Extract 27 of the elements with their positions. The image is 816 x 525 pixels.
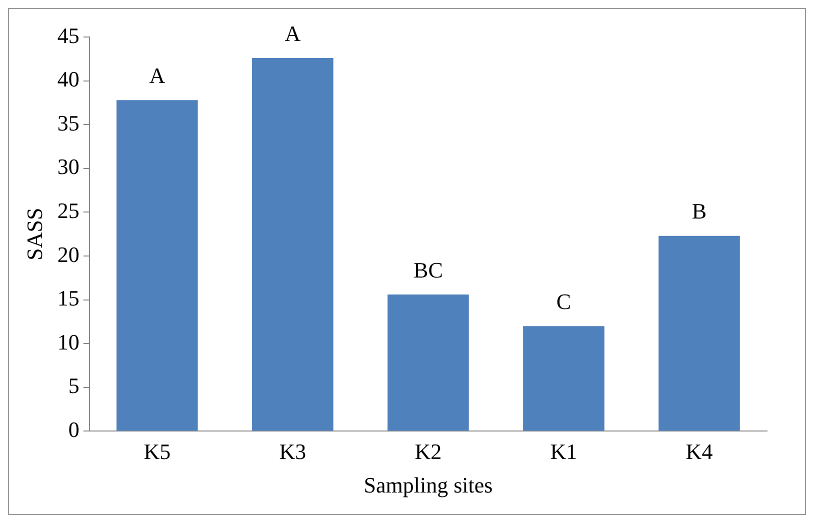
bar — [116, 100, 198, 431]
bar — [388, 294, 469, 431]
y-tick-label: 0 — [68, 416, 80, 442]
annotation: B — [692, 198, 707, 224]
annotation: C — [556, 288, 572, 314]
y-axis-title: SASS — [22, 208, 47, 260]
y-tick-label: 10 — [57, 329, 80, 354]
x-axis-title: Sampling sites — [364, 472, 493, 498]
y-tick-label: 15 — [57, 286, 80, 311]
annotation: A — [284, 20, 301, 46]
bar — [252, 58, 334, 431]
y-tick-label: 30 — [57, 154, 80, 180]
x-tick-label: K1 — [550, 439, 578, 464]
y-tick-label: 35 — [57, 110, 80, 136]
annotation: BC — [414, 257, 443, 282]
x-tick-label: K4 — [686, 439, 713, 464]
y-tick-label: 40 — [57, 66, 80, 92]
x-tick-label: K3 — [279, 439, 306, 464]
x-tick-label: K5 — [144, 439, 171, 464]
bar — [523, 326, 604, 431]
y-tick-label: 25 — [57, 198, 80, 223]
y-tick-label: 20 — [57, 242, 80, 267]
bar — [658, 236, 740, 431]
y-tick-label: 5 — [68, 373, 80, 398]
y-tick-label: 45 — [57, 22, 80, 48]
x-tick-label: K2 — [414, 439, 442, 464]
annotation: A — [149, 62, 166, 88]
